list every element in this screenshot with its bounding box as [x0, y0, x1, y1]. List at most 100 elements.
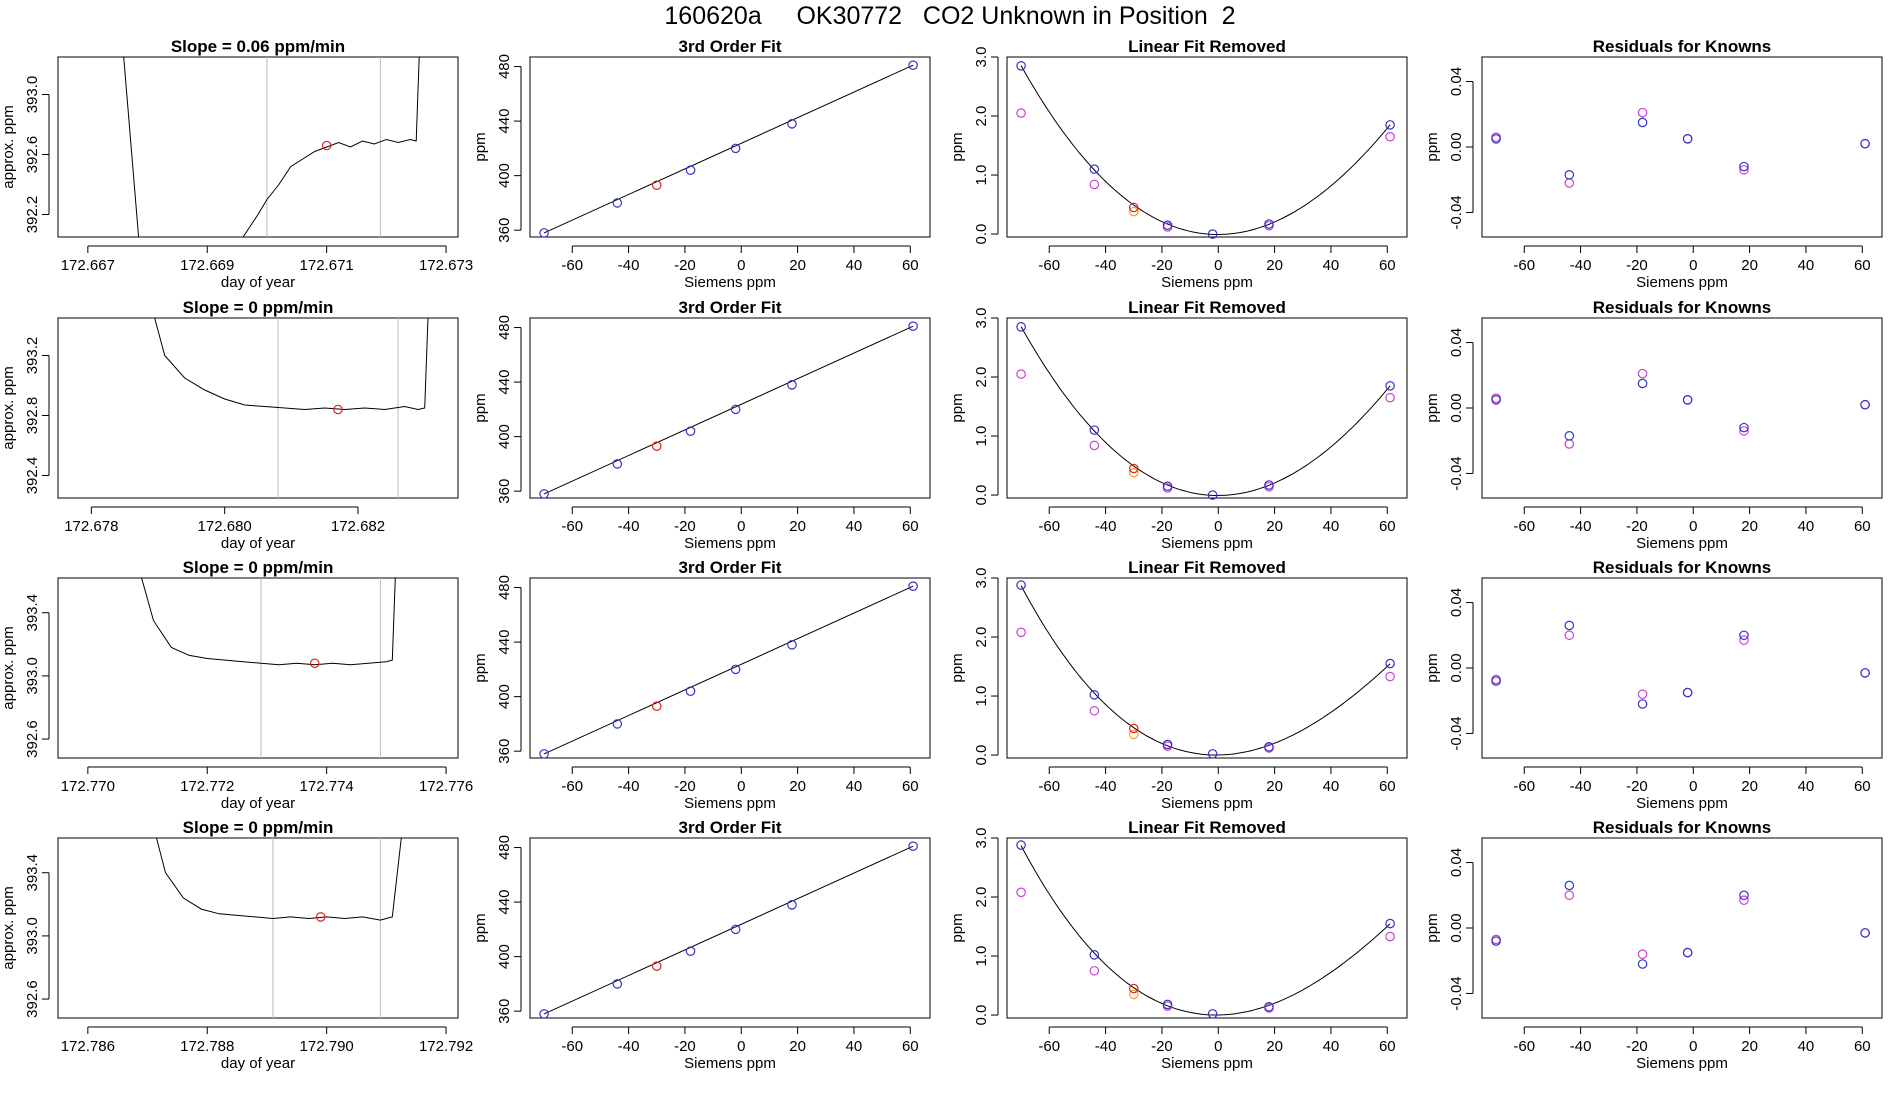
- r3-res-point-blue: [1739, 890, 1749, 901]
- r0-fit-title: 3rd Order Fit: [679, 37, 782, 56]
- r3-res-point-violet: [1564, 890, 1575, 901]
- r3-lin-ylabel: ppm: [949, 913, 966, 942]
- r1-res-xtick-label: 60: [1854, 518, 1871, 535]
- r3-lin-ytick-label: 3.0: [973, 828, 990, 849]
- r3-res-ytick-label: -0.04: [1448, 976, 1465, 1010]
- r2-ts-xtick-label: 172.772: [180, 778, 234, 795]
- r2-lin-xtick-label: 0: [1214, 778, 1222, 795]
- r3-res-title: Residuals for Knowns: [1593, 818, 1772, 837]
- r0-lin-point-violet: [1016, 108, 1026, 118]
- r1-lin-frame: [1006, 317, 1408, 499]
- r1-fit-point: [787, 380, 797, 390]
- r1-ts-xtick-label: 172.682: [331, 518, 385, 535]
- r1-res-point-violet: [1564, 439, 1575, 449]
- r3-fit-xtick-label: 0: [737, 1038, 745, 1055]
- r2-res-ylabel: ppm: [1424, 653, 1441, 682]
- r1-res-xtick-label: 20: [1741, 518, 1758, 535]
- r3-res-point-blue: [1491, 936, 1501, 946]
- r2-lin-xtick-label: 40: [1323, 778, 1340, 795]
- r1-lin-point-blue: [1385, 381, 1395, 391]
- r3-lin-point-violet: [1089, 965, 1100, 976]
- r1-fit-xtick-label: 60: [902, 518, 919, 535]
- r0-fit-point: [651, 180, 662, 190]
- r3-lin-xtick-label: -40: [1095, 1038, 1117, 1055]
- r0-res-xlabel: Siemens ppm: [1636, 274, 1728, 291]
- r3-lin-point-blue: [1089, 950, 1100, 960]
- r0-res-point-blue: [1637, 117, 1648, 128]
- r1-lin-point-blue: [1207, 490, 1218, 500]
- r3-ts-xtick-label: 172.788: [180, 1038, 234, 1055]
- r1-res-point-blue: [1491, 395, 1501, 405]
- r0-lin-point-blue: [1128, 202, 1139, 213]
- r2-fit-point: [685, 686, 696, 696]
- r1-res-title: Residuals for Knowns: [1593, 298, 1772, 317]
- r2-lin-ytick-label: 2.0: [973, 627, 990, 648]
- r1-res-xtick-label: -20: [1626, 518, 1648, 535]
- r2-res-point-violet: [1564, 630, 1575, 641]
- r3-fit-xtick-label: -20: [674, 1038, 696, 1055]
- r0-fit-xtick-label: -60: [561, 257, 583, 274]
- r1-lin-point-violet: [1089, 440, 1100, 451]
- r1-res-point-blue: [1637, 378, 1648, 389]
- r1-lin-point-blue: [1264, 480, 1274, 490]
- r0-ts-ytick-label: 392.6: [24, 136, 41, 174]
- r0-lin-point-blue: [1264, 219, 1274, 229]
- r0-res-xtick-label: 60: [1854, 257, 1871, 274]
- r2-fit-ytick-label: 360: [496, 739, 513, 764]
- r3-fit-point: [908, 841, 918, 851]
- r3-fit-title: 3rd Order Fit: [679, 818, 782, 837]
- r0-ts-ytick-label: 393.0: [24, 76, 41, 114]
- r2-res-point-blue: [1739, 630, 1749, 641]
- r0-lin-xtick-label: 60: [1379, 257, 1396, 274]
- r1-lin-point-blue: [1089, 425, 1100, 435]
- r3-fit-ytick-label: 360: [496, 999, 513, 1024]
- r1-fit-title: 3rd Order Fit: [679, 298, 782, 317]
- r3-res-point-blue: [1682, 947, 1693, 958]
- r1-ts-ylabel: approx. ppm: [0, 366, 17, 449]
- r1-lin-ytick-label: 1.0: [973, 426, 990, 447]
- r0-res-point-violet: [1739, 165, 1749, 175]
- r0-lin-xtick-label: -60: [1038, 257, 1060, 274]
- r3-lin-xtick-label: -60: [1038, 1038, 1060, 1055]
- r2-lin-point-violet: [1016, 627, 1026, 638]
- r0-lin-ylabel: ppm: [949, 132, 966, 161]
- r2-ts-trace: [141, 578, 396, 666]
- r0-lin-point-blue: [1162, 220, 1173, 230]
- r3-res-point-blue: [1564, 880, 1575, 891]
- r1-res-xtick-label: -40: [1570, 518, 1592, 535]
- r1-fit-ytick-label: 480: [496, 315, 513, 340]
- page-title: 160620a OK30772 CO2 Unknown in Position …: [664, 2, 1236, 30]
- r2-res-point-violet: [1739, 635, 1749, 645]
- r0-lin-point-blue: [1089, 164, 1100, 174]
- r0-ts-ylabel: approx. ppm: [0, 105, 17, 188]
- r3-res-xtick-label: 20: [1741, 1038, 1758, 1055]
- r2-lin-xtick-label: 20: [1266, 778, 1283, 795]
- r3-fit-frame: [529, 837, 931, 1019]
- r0-ts-xtick-label: 172.667: [61, 257, 115, 274]
- r0-ts-ytick-label: 392.2: [24, 196, 41, 234]
- r0-fit-xtick-label: 20: [789, 257, 806, 274]
- r1-lin-point-blue: [1016, 322, 1026, 332]
- r3-fit-point: [539, 1009, 549, 1019]
- r2-ts-xtick-label: 172.776: [419, 778, 473, 795]
- r1-lin-xtick-label: 0: [1214, 518, 1222, 535]
- r2-fit-point: [612, 719, 623, 729]
- r2-lin-point-blue: [1207, 749, 1218, 759]
- r2-fit-point: [908, 581, 918, 591]
- r0-res-xtick-label: 20: [1741, 257, 1758, 274]
- r2-fit-ytick-label: 480: [496, 575, 513, 600]
- r0-lin-xtick-label: 40: [1323, 257, 1340, 274]
- r0-ts-title: Slope = 0.06 ppm/min: [171, 37, 345, 56]
- r2-fit-point: [651, 701, 662, 711]
- r2-ts-xlabel: day of year: [221, 795, 295, 812]
- r1-lin-ytick-label: 2.0: [973, 367, 990, 388]
- r0-res-point-blue: [1491, 134, 1501, 144]
- r0-lin-ytick-label: 1.0: [973, 165, 990, 186]
- r0-res-point-blue: [1682, 134, 1693, 144]
- r0-lin-xtick-label: 20: [1266, 257, 1283, 274]
- r1-fit-xlabel: Siemens ppm: [684, 535, 776, 552]
- r2-res-point-blue: [1491, 676, 1501, 686]
- r1-fit-ylabel: ppm: [472, 393, 489, 422]
- r1-fit-xtick-label: -20: [674, 518, 696, 535]
